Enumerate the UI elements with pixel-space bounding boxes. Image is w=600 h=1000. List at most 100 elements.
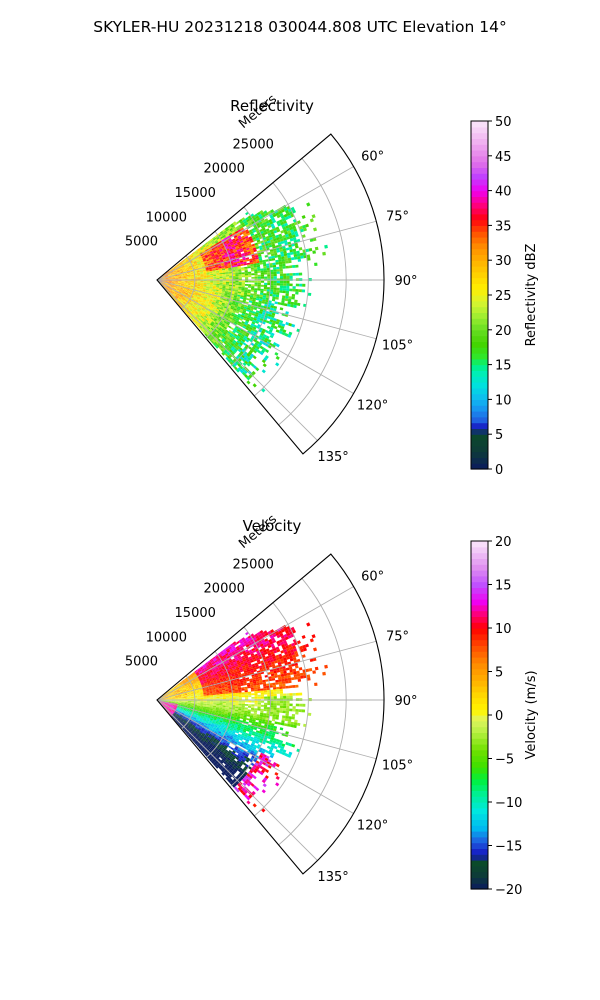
radar-gate	[174, 711, 178, 714]
radar-gate	[200, 286, 204, 288]
radar-gate	[177, 718, 181, 721]
radar-gate	[280, 325, 285, 330]
radar-gate	[229, 308, 234, 312]
radar-gate	[285, 265, 289, 269]
radar-gate	[196, 309, 200, 313]
radar-gate	[243, 295, 247, 298]
radar-gate	[173, 713, 176, 717]
radar-gate	[216, 278, 220, 280]
radar-gate	[179, 288, 183, 291]
radar-gate	[222, 700, 226, 702]
radar-gate	[179, 295, 183, 298]
radar-gate	[252, 238, 257, 242]
radar-gate	[173, 706, 177, 709]
radar-gate	[215, 235, 219, 239]
radar-gate	[210, 322, 214, 326]
radar-gate	[244, 244, 249, 247]
radar-gate	[185, 718, 189, 722]
radar-gate	[197, 278, 201, 280]
radar-gate	[216, 280, 220, 282]
radar-gate	[209, 313, 213, 317]
radar-gate	[169, 288, 173, 291]
radar-gate	[216, 281, 220, 283]
radar-gate	[240, 314, 245, 318]
radar-gate	[243, 263, 247, 266]
radar-gate	[209, 306, 213, 310]
radar-gate	[205, 313, 209, 317]
radar-gate	[226, 235, 231, 239]
radar-gate	[212, 285, 217, 288]
radar-gate	[322, 251, 326, 256]
radar-gate	[190, 694, 194, 696]
radar-gate	[254, 280, 258, 283]
radar-gate	[180, 299, 184, 302]
radar-gate	[252, 365, 257, 369]
radar-gate	[201, 313, 205, 317]
radar-gate	[165, 701, 169, 703]
radar-gate	[167, 274, 171, 276]
colorbar-segment	[471, 335, 488, 342]
radar-gate	[181, 280, 185, 282]
radar-gate	[180, 693, 184, 695]
radar-gate	[190, 276, 195, 278]
radar-gate	[197, 274, 201, 276]
radar-gate	[232, 282, 236, 284]
radar-gate	[241, 282, 245, 284]
radar-gate	[258, 311, 263, 315]
radar-gate	[199, 316, 203, 320]
radar-gate	[223, 250, 228, 254]
radar-gate	[238, 272, 242, 275]
radar-gate	[251, 370, 256, 375]
radar-gate	[219, 230, 224, 234]
radar-gate	[273, 267, 277, 270]
radar-gate	[196, 305, 200, 308]
radar-gate	[268, 234, 273, 238]
radar-gate	[164, 708, 168, 712]
radar-gate	[211, 326, 215, 330]
radar-gate	[258, 256, 262, 259]
radar-gate	[254, 269, 258, 272]
radar-gate	[263, 286, 268, 290]
radar-gate	[242, 325, 247, 329]
radar-gate	[193, 296, 197, 299]
radar-gate	[253, 349, 257, 354]
radar-gate	[192, 252, 196, 256]
radar-gate	[203, 280, 207, 282]
radar-gate	[186, 289, 190, 292]
radar-gate	[167, 284, 171, 286]
radar-gate	[173, 271, 177, 273]
radar-gate	[224, 292, 228, 295]
radar-gate	[200, 310, 204, 313]
radar-gate	[259, 351, 264, 356]
radar-gate	[199, 287, 203, 290]
radar-gate	[187, 280, 191, 282]
radar-gate	[196, 314, 200, 318]
radar-gate	[206, 278, 211, 280]
radar-gate	[206, 703, 210, 705]
radar-gate	[221, 268, 226, 271]
radar-gate	[200, 260, 204, 263]
radar-gate	[173, 690, 177, 692]
radar-gate	[171, 698, 176, 699]
radar-gate	[190, 272, 194, 274]
radar-gate	[198, 306, 202, 310]
radar-gate	[174, 285, 178, 287]
radar-gate	[293, 253, 298, 258]
radar-gate	[287, 334, 292, 338]
radar-gate	[252, 247, 257, 251]
radar-gate	[218, 302, 222, 306]
radar-gate	[216, 698, 220, 700]
radar-gate	[178, 700, 182, 702]
radar-gate	[165, 701, 169, 703]
radar-gate	[197, 255, 201, 258]
radar-gate	[186, 689, 190, 691]
radar-gate	[199, 310, 203, 314]
radar-gate	[168, 284, 172, 286]
radar-gate	[176, 294, 180, 297]
radar-gate	[253, 307, 257, 311]
radar-gate	[183, 683, 187, 686]
radar-gate	[242, 238, 247, 242]
radar-gate	[180, 719, 184, 723]
radar-gate	[249, 260, 253, 263]
radar-gate	[161, 703, 164, 706]
